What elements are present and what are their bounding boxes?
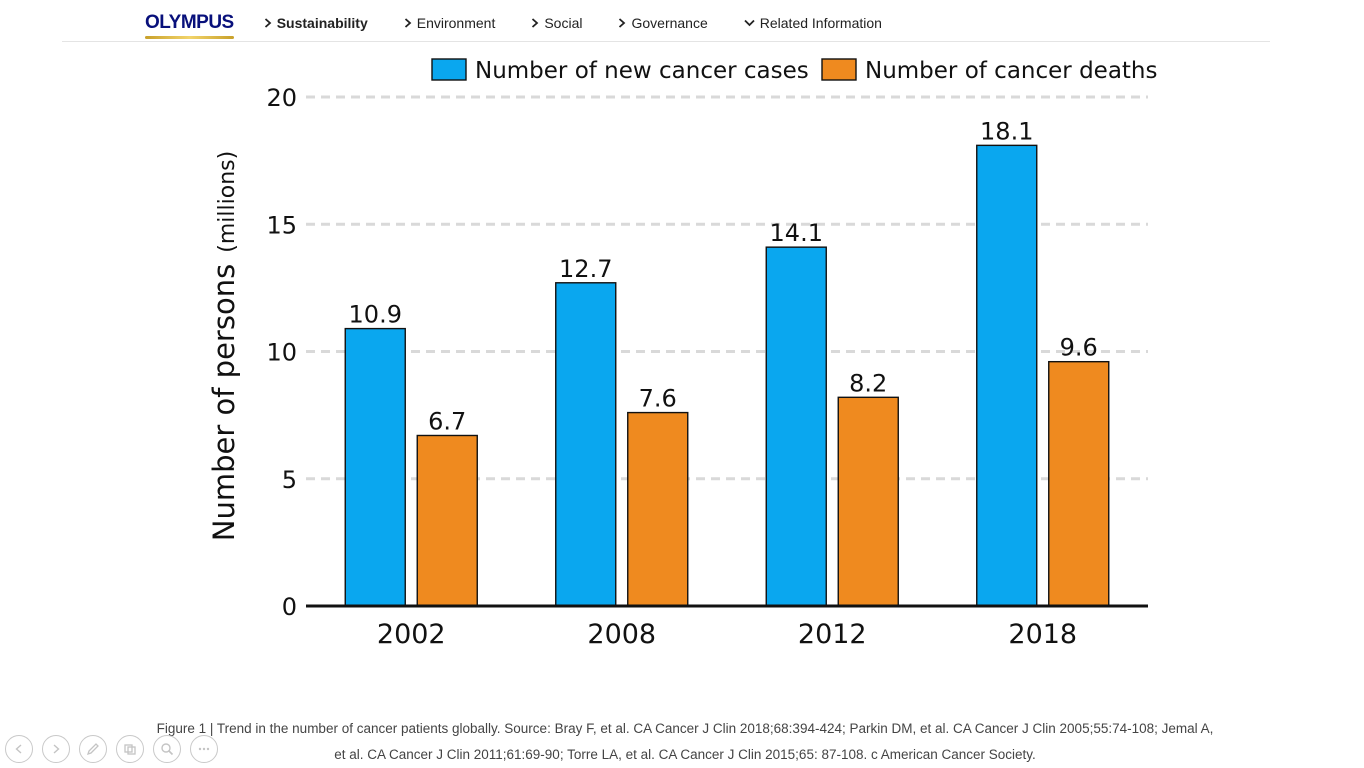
data-label: 7.6 bbox=[639, 385, 677, 413]
data-label: 9.6 bbox=[1060, 334, 1098, 362]
y-tick-label: 15 bbox=[266, 211, 297, 239]
legend-swatch-number-of-new-cancer-cases bbox=[431, 58, 467, 81]
nav-item-environment[interactable]: Environment bbox=[404, 15, 496, 31]
nav-item-label: Environment bbox=[416, 15, 496, 31]
chevron-right-icon bbox=[264, 18, 272, 28]
x-tick-label: 2008 bbox=[587, 619, 656, 650]
y-tick-label: 20 bbox=[266, 84, 297, 112]
chevron-down-icon bbox=[744, 19, 755, 27]
zoom-button[interactable] bbox=[153, 735, 181, 763]
data-label: 18.1 bbox=[980, 117, 1033, 145]
top-nav: OLYMPUS Sustainability Environment Socia… bbox=[145, 10, 918, 39]
nav-item-sustainability[interactable]: Sustainability bbox=[264, 15, 368, 31]
data-label: 14.1 bbox=[770, 219, 823, 247]
nav-item-label: Governance bbox=[631, 15, 708, 31]
next-button[interactable] bbox=[42, 735, 70, 763]
nav-item-social[interactable]: Social bbox=[531, 15, 582, 31]
slides-button[interactable] bbox=[116, 735, 144, 763]
caption-line-2: et al. CA Cancer J Clin 2011;61:69-90; T… bbox=[334, 747, 1036, 762]
legend-label: Number of cancer deaths bbox=[865, 58, 1158, 84]
pen-button[interactable] bbox=[79, 735, 107, 763]
y-axis-label-unit: (millions) bbox=[215, 151, 240, 253]
bar-number-of-cancer-deaths-2002 bbox=[416, 434, 478, 607]
nav-item-label: Sustainability bbox=[276, 15, 368, 31]
nav-item-related-information[interactable]: Related Information bbox=[744, 15, 882, 31]
bar-number-of-new-cancer-cases-2012 bbox=[765, 246, 827, 607]
slide-controls bbox=[5, 735, 227, 763]
bar-number-of-new-cancer-cases-2008 bbox=[555, 282, 617, 607]
next-icon bbox=[53, 744, 60, 754]
logo-swoosh bbox=[145, 36, 234, 39]
y-axis-label-main: Number of persons bbox=[207, 264, 241, 541]
nav-item-label: Related Information bbox=[759, 15, 882, 31]
figure-caption: Figure 1 | Trend in the number of cancer… bbox=[100, 716, 1270, 768]
y-tick-label: 0 bbox=[282, 593, 297, 621]
legend: Number of new cancer cases Number of canc… bbox=[431, 58, 1158, 84]
chevron-right-icon bbox=[619, 18, 626, 28]
more-button[interactable] bbox=[190, 735, 218, 763]
bar-chart: 10.9 6.7 12.7 7.6 14.1 8.2 18.1 9.6 0 5 10 15 20 200… bbox=[207, 58, 1158, 650]
more-icon bbox=[198, 747, 210, 751]
legend-swatch-number-of-cancer-deaths bbox=[821, 58, 857, 81]
bar-number-of-new-cancer-cases-2018 bbox=[976, 144, 1038, 607]
nav-item-label: Social bbox=[544, 15, 583, 31]
bar-number-of-new-cancer-cases-2002 bbox=[344, 327, 406, 607]
nav-item-governance[interactable]: Governance bbox=[618, 15, 708, 31]
axes: 0 5 10 15 20 2002 2008 2012 2018 bbox=[266, 84, 1148, 650]
bar-number-of-cancer-deaths-2018 bbox=[1048, 360, 1110, 607]
caption-line-1: Figure 1 | Trend in the number of cancer… bbox=[156, 721, 1214, 736]
data-label: 12.7 bbox=[559, 255, 612, 283]
bar-number-of-cancer-deaths-2012 bbox=[837, 396, 899, 607]
bar-number-of-cancer-deaths-2008 bbox=[627, 411, 689, 607]
chevron-right-icon bbox=[404, 18, 412, 28]
olympus-logo[interactable]: OLYMPUS bbox=[145, 12, 234, 39]
bars: 10.9 6.7 12.7 7.6 14.1 8.2 18.1 9.6 bbox=[344, 117, 1110, 607]
zoom-icon bbox=[161, 743, 174, 756]
nav-divider bbox=[62, 41, 1270, 42]
y-tick-label: 5 bbox=[282, 466, 297, 494]
y-axis-label: Number of persons (millions) bbox=[207, 151, 241, 541]
previous-button[interactable] bbox=[5, 735, 33, 763]
pen-icon bbox=[86, 743, 99, 756]
data-label: 8.2 bbox=[849, 369, 887, 397]
previous-icon bbox=[15, 744, 22, 754]
chevron-right-icon bbox=[532, 18, 539, 28]
x-tick-label: 2012 bbox=[798, 619, 867, 650]
data-label: 10.9 bbox=[349, 301, 402, 329]
data-label: 6.7 bbox=[428, 407, 466, 435]
slides-icon bbox=[124, 744, 136, 755]
logo-text: OLYMPUS bbox=[145, 12, 234, 33]
x-tick-label: 2018 bbox=[1008, 619, 1077, 650]
legend-label: Number of new cancer cases bbox=[475, 58, 809, 84]
x-tick-label: 2002 bbox=[377, 619, 446, 650]
y-tick-label: 10 bbox=[266, 339, 297, 367]
